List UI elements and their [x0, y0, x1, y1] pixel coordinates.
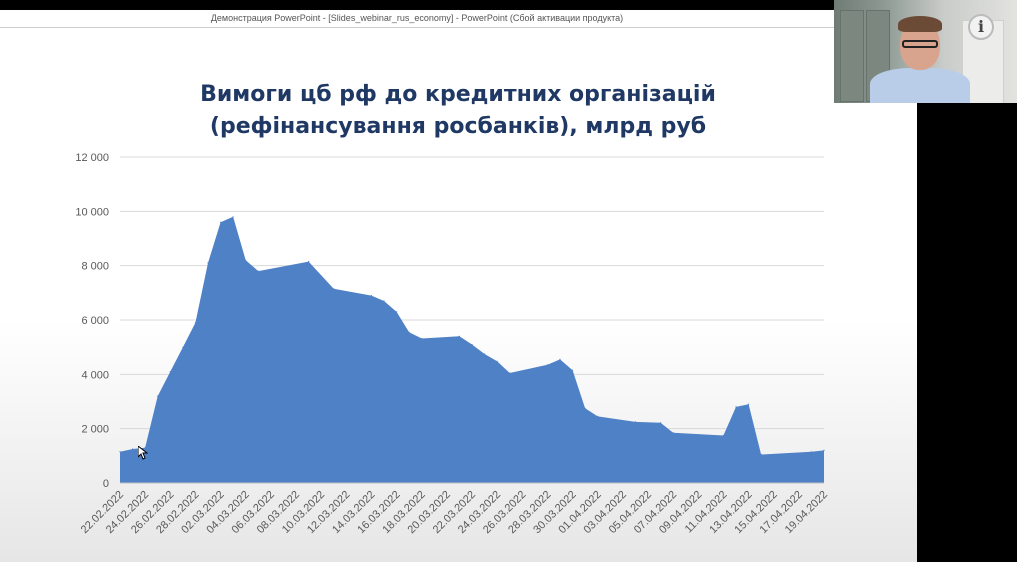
- data-point: [383, 300, 385, 302]
- x-axis-ticks: 22.02.202224.02.202226.02.202228.02.2022…: [79, 489, 830, 536]
- wall-panel: [840, 10, 864, 102]
- info-icon[interactable]: i: [968, 14, 994, 40]
- data-point: [458, 335, 460, 337]
- data-point: [308, 261, 310, 263]
- data-point: [157, 395, 159, 397]
- area-chart: 0 2 000 4 000 6 000 8 000 10 000 12 000 22.02.…: [75, 152, 830, 536]
- data-point: [760, 453, 762, 456]
- area-fill: [120, 216, 824, 484]
- data-point: [333, 288, 335, 290]
- y-tick-label: 2 000: [81, 424, 109, 436]
- data-point: [572, 369, 574, 371]
- window-title: Демонстрация PowerPoint - [Slides_webina…: [210, 13, 624, 23]
- chart-title: Вимоги цб рф до кредитних організацій (р…: [150, 79, 766, 143]
- data-point: [509, 372, 511, 374]
- y-tick-label: 0: [103, 478, 109, 490]
- y-tick-label: 10 000: [75, 206, 109, 218]
- data-point: [722, 434, 725, 437]
- webcam-video-overlay: [834, 0, 1017, 103]
- window-title-bar: Демонстрация PowerPoint - [Slides_webina…: [0, 10, 834, 28]
- data-point: [672, 432, 674, 434]
- data-point: [496, 360, 498, 362]
- data-point: [144, 447, 146, 449]
- y-tick-label: 8 000: [81, 261, 109, 273]
- data-point: [194, 322, 196, 324]
- data-point: [810, 451, 813, 453]
- data-point: [207, 262, 209, 264]
- data-point: [421, 337, 423, 340]
- data-point: [408, 331, 410, 333]
- data-point: [748, 403, 750, 405]
- chart-title-line-1: Вимоги цб рф до кредитних організацій: [200, 82, 716, 107]
- data-point: [396, 311, 398, 313]
- data-point: [232, 216, 234, 218]
- data-point: [634, 421, 637, 423]
- data-point: [132, 448, 134, 450]
- presenter-hair: [898, 16, 942, 32]
- presenter-glasses: [902, 40, 938, 48]
- data-point: [584, 407, 586, 409]
- data-point: [169, 371, 171, 373]
- data-point: [119, 451, 121, 453]
- data-point: [471, 343, 473, 346]
- y-tick-label: 6 000: [81, 315, 109, 327]
- data-point: [257, 270, 259, 272]
- data-point: [245, 259, 247, 261]
- mouse-cursor-icon: [138, 446, 148, 460]
- data-point: [559, 358, 561, 360]
- data-point: [484, 353, 486, 355]
- y-tick-label: 12 000: [75, 152, 109, 164]
- data-point: [597, 415, 599, 417]
- data-point: [660, 422, 662, 424]
- y-axis-ticks: 0 2 000 4 000 6 000 8 000 10 000 12 000: [75, 152, 109, 490]
- data-point: [182, 346, 184, 348]
- area-series: [119, 216, 825, 484]
- data-point: [823, 449, 825, 451]
- presenter-shirt: [870, 68, 970, 103]
- chart-title-line-2: (рефінансування росбанків), млрд руб: [209, 114, 707, 139]
- data-point: [370, 295, 372, 297]
- data-point: [735, 406, 737, 408]
- data-point: [546, 364, 549, 366]
- y-tick-label: 4 000: [81, 369, 109, 381]
- data-point: [220, 221, 222, 223]
